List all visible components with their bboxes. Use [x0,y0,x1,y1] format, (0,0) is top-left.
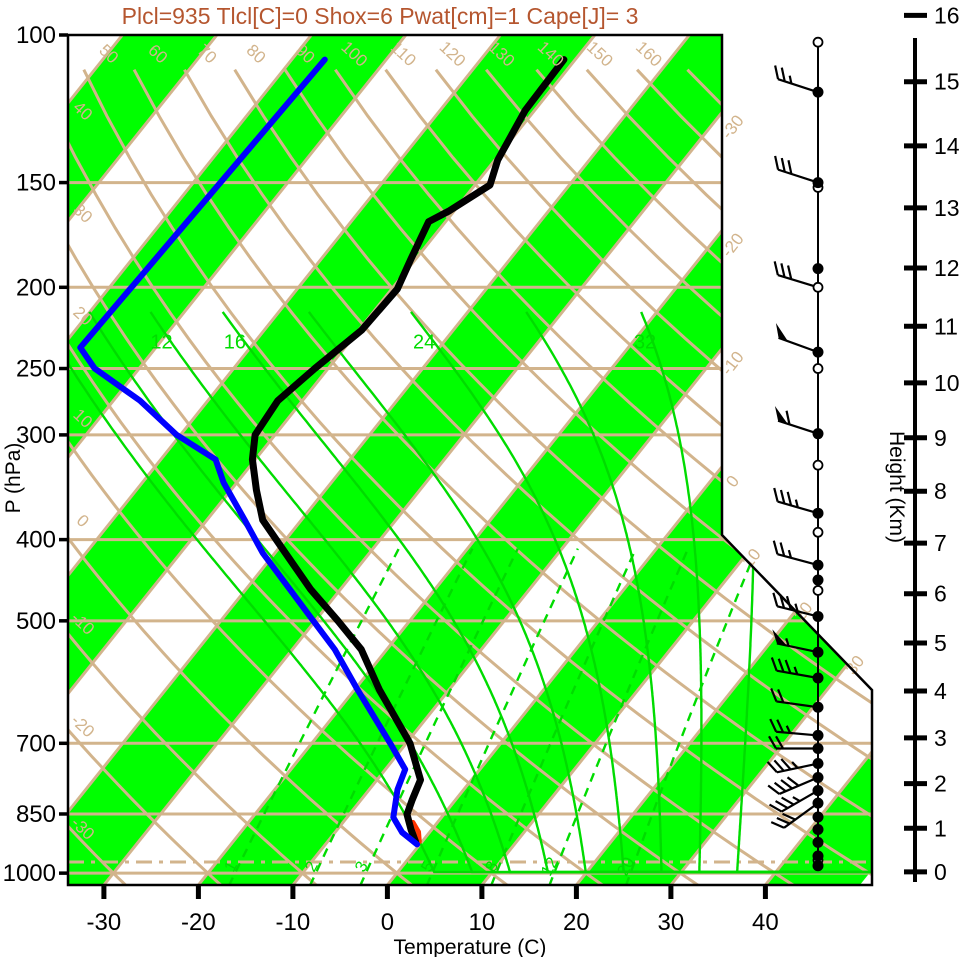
chart-title: Plcl=935 Tlcl[C]=0 Shox=6 Pwat[cm]=1 Cap… [121,3,639,29]
svg-text:15: 15 [934,69,960,95]
temperature-axis-title: Temperature (C) [393,936,547,957]
svg-text:16: 16 [934,2,960,28]
svg-text:0: 0 [381,909,394,936]
svg-text:12: 12 [538,854,563,879]
svg-text:10: 10 [469,909,496,936]
svg-text:-10: -10 [276,909,311,936]
svg-text:80: 80 [243,41,270,68]
svg-text:14: 14 [934,133,960,159]
svg-text:500: 500 [16,608,56,635]
pressure-axis-title: P (hPa) [2,442,25,514]
svg-text:5: 5 [934,630,947,656]
svg-text:12: 12 [150,331,172,353]
svg-text:300: 300 [16,422,56,449]
svg-text:30: 30 [842,652,869,679]
svg-text:10: 10 [934,370,960,396]
svg-text:7: 7 [934,530,947,556]
svg-text:0: 0 [934,859,947,885]
height-axis-title: Height (Km) [885,430,908,544]
svg-text:4: 4 [934,678,947,704]
svg-text:13: 13 [934,195,960,221]
svg-text:16: 16 [224,331,246,353]
svg-text:-30: -30 [87,909,122,936]
svg-text:6: 6 [934,581,947,607]
svg-text:2: 2 [934,771,947,797]
svg-text:32: 32 [634,331,656,353]
svg-text:40: 40 [752,909,779,936]
svg-text:11: 11 [934,313,958,339]
svg-text:1: 1 [934,815,947,841]
svg-text:0: 0 [722,472,743,491]
svg-text:150: 150 [16,170,56,197]
svg-text:400: 400 [16,527,56,554]
svg-text:250: 250 [16,356,56,383]
svg-text:3: 3 [934,725,947,751]
svg-text:700: 700 [16,730,56,757]
svg-text:9: 9 [934,425,947,451]
svg-text:0: 0 [73,511,93,531]
svg-text:120: 120 [436,37,470,70]
svg-text:20: 20 [563,909,590,936]
svg-text:100: 100 [16,22,56,49]
svg-text:10: 10 [738,545,765,572]
svg-text:8: 8 [934,478,947,504]
svg-text:30: 30 [658,909,685,936]
svg-text:-20: -20 [181,909,216,936]
svg-text:24: 24 [413,331,435,353]
svg-text:-20: -20 [67,711,98,742]
svg-text:200: 200 [16,274,56,301]
svg-text:850: 850 [16,801,56,828]
svg-text:1000: 1000 [3,860,56,887]
svg-text:12: 12 [934,255,960,281]
svg-text:160: 160 [632,37,666,70]
